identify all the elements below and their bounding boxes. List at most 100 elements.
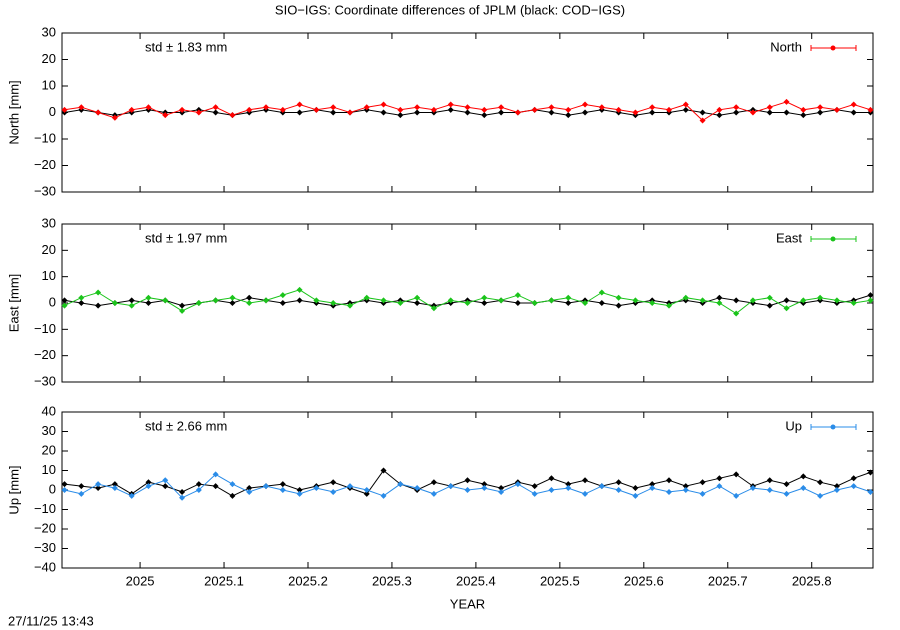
data-point [682,106,689,113]
timestamp: 27/11/25 13:43 [8,613,94,628]
data-point [397,112,404,119]
data-point [145,104,152,111]
std-annotation: std ± 1.97 mm [145,230,227,245]
data-point [615,106,622,113]
data-point [716,106,723,113]
data-point [565,485,572,492]
data-point [464,477,471,484]
data-point [598,104,605,111]
y-tick-label: 0 [49,294,56,309]
data-point [179,488,186,495]
data-point [565,481,572,488]
data-point [229,300,236,306]
y-tick-label: −30 [34,373,56,388]
data-point [430,490,437,497]
data-point [145,483,152,490]
data-point [850,101,857,108]
data-point [565,294,572,301]
data-point [111,300,118,306]
data-point [128,302,135,309]
data-point [279,300,286,306]
data-point [833,297,840,304]
data-point [397,106,404,113]
data-point [229,112,236,119]
data-point [162,477,169,484]
x-tick-label: 2025.4 [456,573,496,588]
data-point [867,297,874,304]
data-point [498,488,505,495]
data-point [246,488,253,495]
data-point [380,467,387,474]
data-point [330,300,337,306]
data-point [363,104,370,111]
y-axis-label: North [mm] [6,80,21,144]
data-point [867,292,874,299]
data-point [682,101,689,108]
data-point [733,297,740,304]
y-tick-label: 10 [42,462,56,477]
data-point [179,307,186,314]
data-point [850,483,857,490]
data-point [414,300,421,306]
data-point [582,477,589,484]
data-point [279,292,286,299]
y-tick-label: 10 [42,77,56,92]
data-point [514,481,521,488]
data-point [61,302,68,309]
y-tick-label: 0 [49,481,56,496]
data-point [61,106,68,113]
data-point [246,485,253,492]
data-point [195,481,202,488]
data-point [246,294,253,301]
data-point [246,300,253,306]
x-tick-label: 2025.7 [708,573,748,588]
data-point [363,490,370,497]
data-point [800,112,807,119]
data-point [649,481,656,488]
data-point [699,297,706,304]
data-point [766,477,773,484]
data-point [179,106,186,113]
data-point [498,485,505,492]
y-tick-label: 20 [42,442,56,457]
std-annotation: std ± 1.83 mm [145,39,227,54]
data-point [548,104,555,111]
data-point [296,101,303,108]
legend-label: North [770,39,802,54]
data-point [464,487,471,493]
data-point [766,302,773,309]
data-point [749,485,756,492]
legend-marker [830,236,836,242]
legend-label: Up [785,418,802,433]
data-point [582,109,589,116]
data-point [263,104,270,111]
data-point [61,487,68,493]
data-point [850,300,857,306]
data-point [481,481,488,488]
data-point [414,294,421,301]
data-point [833,487,840,493]
data-point [733,471,740,478]
data-point [330,488,337,495]
data-point [783,305,790,312]
data-point [833,106,840,113]
data-point [498,297,505,304]
x-tick-label: 2025.2 [288,573,328,588]
data-point [447,101,454,108]
data-point [346,109,353,116]
data-point [615,487,622,493]
x-tick-label: 2025.6 [624,573,664,588]
data-point [145,300,152,306]
y-tick-label: 20 [42,242,56,257]
data-point [783,98,790,105]
data-point [548,297,555,304]
data-point [632,485,639,492]
data-point [800,473,807,480]
data-point [817,104,824,111]
data-point [598,289,605,296]
data-point [867,106,874,113]
data-point [263,483,270,490]
data-point [783,481,790,488]
data-point [749,297,756,304]
data-point [330,109,337,116]
